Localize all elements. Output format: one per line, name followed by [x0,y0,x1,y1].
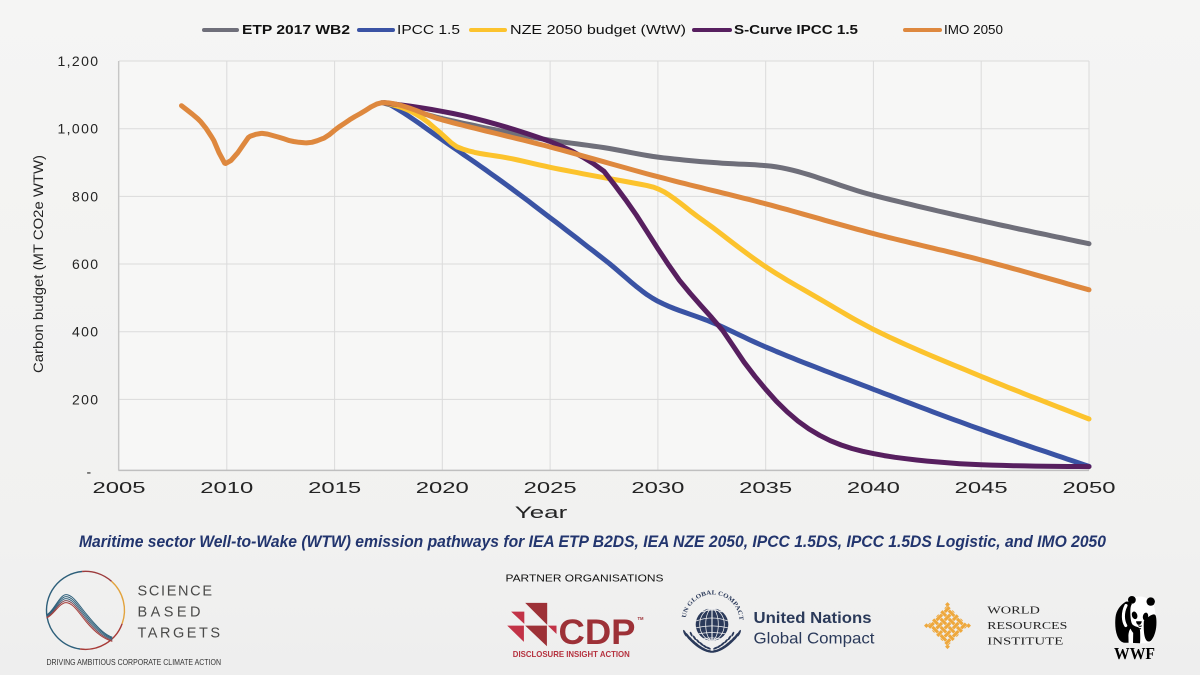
svg-text:IPCC 1.5: IPCC 1.5 [397,22,460,37]
svg-text:1,000: 1,000 [57,121,99,137]
svg-text:600: 600 [72,256,100,272]
svg-text:2020: 2020 [416,480,469,497]
svg-text:2005: 2005 [93,480,146,497]
svg-text:BASED: BASED [138,605,201,621]
svg-text:1,200: 1,200 [57,53,99,69]
svg-text:2035: 2035 [739,480,792,497]
svg-text:PARTNER ORGANISATIONS: PARTNER ORGANISATIONS [506,573,664,585]
svg-text:2045: 2045 [955,480,1008,497]
svg-text:2015: 2015 [308,480,361,497]
svg-text:-: - [86,464,92,480]
svg-text:WORLD: WORLD [987,605,1040,617]
svg-text:DISCLOSURE INSIGHT ACTION: DISCLOSURE INSIGHT ACTION [513,649,630,659]
svg-text:WWF: WWF [1114,644,1155,663]
svg-text:Maritime sector Well-to-Wake (: Maritime sector Well-to-Wake (WTW) emiss… [79,532,1106,551]
svg-text:800: 800 [72,188,100,204]
svg-text:2010: 2010 [200,480,253,497]
svg-text:ETP 2017 WB2: ETP 2017 WB2 [242,22,350,37]
svg-text:United Nations: United Nations [754,610,872,627]
svg-text:S-Curve IPCC 1.5: S-Curve IPCC 1.5 [734,22,858,37]
svg-text:2050: 2050 [1063,480,1116,497]
svg-text:CDP: CDP [559,612,636,652]
svg-text:Global Compact: Global Compact [754,631,876,648]
svg-text:200: 200 [72,391,100,407]
svg-text:DRIVING AMBITIOUS CORPORATE CL: DRIVING AMBITIOUS CORPORATE CLIMATE ACTI… [47,657,222,667]
svg-text:TARGETS: TARGETS [138,626,221,642]
svg-text:TM: TM [638,616,645,621]
svg-text:2025: 2025 [524,480,577,497]
svg-text:400: 400 [72,324,100,340]
svg-text:RESOURCES: RESOURCES [987,620,1067,632]
svg-text:Carbon budget (MT CO2e WTW): Carbon budget (MT CO2e WTW) [31,155,46,373]
svg-text:INSTITUTE: INSTITUTE [987,636,1064,648]
svg-text:SCIENCE: SCIENCE [138,584,213,600]
svg-text:NZE 2050 budget (WtW): NZE 2050 budget (WtW) [510,22,686,37]
svg-text:2040: 2040 [847,480,900,497]
svg-text:Year: Year [515,503,568,522]
svg-text:2030: 2030 [631,480,684,497]
svg-text:IMO 2050: IMO 2050 [944,22,1003,37]
